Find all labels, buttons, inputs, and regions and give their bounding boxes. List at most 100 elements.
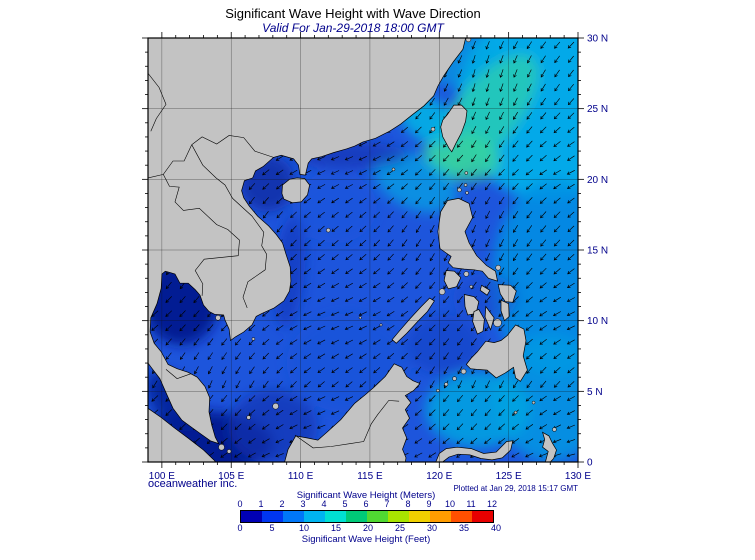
meters-tick-label: 3 <box>300 499 306 509</box>
valid-time-subtitle: Valid For Jan-29-2018 18:00 GMT <box>262 21 444 35</box>
landmass <box>148 407 216 462</box>
meters-tick-label: 1 <box>258 499 264 509</box>
colorbar-segment <box>388 511 409 522</box>
x-axis-label: 110 E <box>288 471 314 482</box>
island <box>444 382 449 387</box>
x-axis-label: 100 E <box>149 471 175 482</box>
landmass <box>497 284 517 303</box>
island <box>531 400 536 405</box>
island <box>452 376 457 381</box>
landmass <box>284 363 421 462</box>
island <box>460 368 467 375</box>
landmass <box>465 324 528 382</box>
x-axis-label: 105 E <box>218 471 244 482</box>
island <box>436 388 440 393</box>
colorbar-segment <box>367 511 388 522</box>
feet-tick-label: 0 <box>237 523 243 533</box>
island <box>463 271 470 277</box>
y-axis-label: 15 N <box>587 246 608 257</box>
island <box>326 227 331 233</box>
meters-tick-label: 11 <box>466 499 476 509</box>
colorbar-segment <box>325 511 346 522</box>
landmass <box>484 305 495 331</box>
colorbar-segment <box>304 511 325 522</box>
island <box>438 288 446 295</box>
meters-tick-label: 0 <box>237 499 243 509</box>
meters-tick-label: 5 <box>342 499 348 509</box>
landmass <box>500 299 510 322</box>
landmass <box>472 308 485 335</box>
colorbar-segment <box>472 511 493 522</box>
credit-text: oceanweather inc. <box>148 478 238 490</box>
island <box>379 323 383 327</box>
country-border <box>294 400 400 449</box>
grid-lines <box>148 38 578 462</box>
island <box>493 318 502 328</box>
x-axis-label: 130 E <box>565 471 591 482</box>
y-axis-label: 10 N <box>587 316 608 327</box>
island <box>272 402 279 410</box>
y-axis-label: 30 N <box>587 34 608 45</box>
island <box>215 315 221 321</box>
x-axis-labels: 100 E 105 E 110 E 115 E 120 E 125 E 130 E <box>149 471 592 482</box>
island <box>391 167 396 172</box>
landmass <box>542 431 557 462</box>
x-axis-label: 125 E <box>496 471 522 482</box>
meters-tick-label: 8 <box>405 499 411 509</box>
island <box>469 284 473 289</box>
country-border <box>148 73 167 132</box>
feet-tick-label: 20 <box>363 523 374 533</box>
meters-tick-label: 10 <box>444 499 456 509</box>
country-border <box>191 144 267 309</box>
map-frame <box>147 37 579 463</box>
legend-feet-label: Significant Wave Height (Feet) <box>301 534 431 545</box>
landmass <box>437 198 498 282</box>
feet-tick-label: 10 <box>298 523 310 533</box>
wave-height-region <box>293 172 377 243</box>
landmass <box>435 440 514 462</box>
feet-tick-label: 25 <box>395 523 406 533</box>
meters-tick-label: 4 <box>321 499 327 509</box>
wave-height-region <box>425 371 531 448</box>
feet-tick-label: 40 <box>491 523 502 533</box>
island <box>495 264 501 271</box>
landmass <box>443 270 462 290</box>
map-figure: 100 E 105 E 110 E 115 E 120 E 125 E 130 E 30 N… <box>142 32 608 482</box>
island <box>226 449 232 454</box>
feet-tick-label: 15 <box>330 523 342 533</box>
feet-tick-label: 35 <box>459 523 470 533</box>
y-axis-label: 20 N <box>587 175 608 186</box>
country-border <box>163 174 240 296</box>
colorbar-segment <box>409 511 430 522</box>
legend-colorbar <box>240 510 494 523</box>
legend-meters-label: Significant Wave Height (Meters) <box>296 490 436 501</box>
island <box>463 183 468 187</box>
meters-tick-label: 6 <box>363 499 369 509</box>
island <box>465 38 472 43</box>
page-title: Significant Wave Height with Wave Direct… <box>225 6 481 21</box>
colorbar-segment <box>262 511 283 522</box>
colorbar-segment <box>346 511 367 522</box>
colorbar-segment <box>451 511 472 522</box>
landmass <box>281 177 310 204</box>
feet-tick-label: 30 <box>427 523 438 533</box>
island <box>552 427 557 432</box>
island <box>218 443 225 451</box>
island <box>464 171 469 175</box>
island <box>251 337 256 341</box>
island <box>457 187 462 193</box>
y-axis-label: 25 N <box>587 104 608 115</box>
y-axis-label: 0 <box>587 458 593 469</box>
colorbar-segment <box>430 511 451 522</box>
y-axis-labels: 30 N 25 N 20 N 15 N 10 N 5 N 0 <box>587 34 608 469</box>
meters-tick-label: 7 <box>384 499 390 509</box>
island <box>513 410 518 415</box>
plotted-timestamp: Plotted at Jan 29, 2018 15:17 GMT <box>453 484 578 493</box>
landmass <box>479 284 491 296</box>
island <box>465 191 469 195</box>
colorbar-segment <box>283 511 304 522</box>
country-border <box>148 144 192 179</box>
x-axis-label: 115 E <box>357 471 383 482</box>
